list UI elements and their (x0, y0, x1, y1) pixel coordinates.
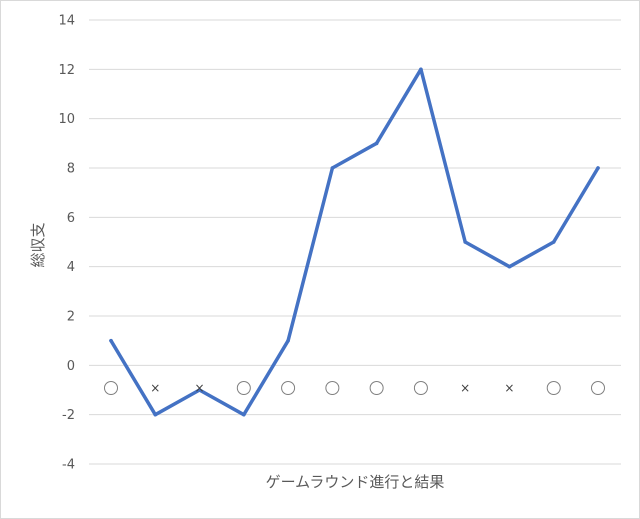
y-tick-label: 14 (58, 14, 75, 29)
y-tick-label: 6 (67, 211, 75, 226)
loss-marker: × (504, 381, 514, 395)
win-marker (369, 381, 384, 395)
loss-marker: × (195, 381, 205, 395)
round-result-markers: × × × × (104, 381, 605, 395)
data-point (551, 240, 556, 244)
y-axis-title: 総収支 (29, 222, 47, 267)
data-point (242, 412, 246, 417)
win-marker (104, 381, 118, 395)
data-point (374, 141, 379, 146)
win-marker (281, 381, 296, 395)
y-tick-label: 8 (67, 162, 75, 177)
data-point (153, 412, 158, 417)
win-marker (413, 381, 428, 395)
y-tick-label: 12 (58, 63, 75, 78)
data-point (419, 67, 423, 72)
win-marker (325, 381, 340, 395)
data-point (197, 388, 202, 392)
data-point (330, 166, 335, 170)
loss-marker: × (150, 381, 160, 395)
y-axis-tick-labels: -4 -2 0 2 4 6 8 10 12 14 (58, 14, 75, 473)
data-point (507, 264, 512, 269)
win-marker (546, 381, 561, 395)
y-tick-label: -2 (62, 408, 75, 423)
data-point (109, 338, 113, 343)
series-line (109, 67, 600, 417)
data-point (463, 240, 467, 244)
y-tick-label: -4 (62, 458, 75, 473)
data-point (596, 166, 600, 170)
series-layer (109, 67, 600, 417)
win-marker (591, 381, 605, 395)
y-tick-label: 10 (58, 112, 75, 127)
win-marker (236, 381, 251, 395)
y-tick-label: 2 (67, 310, 75, 325)
data-point (286, 338, 290, 343)
gridlines (89, 19, 621, 465)
y-tick-label: 0 (67, 359, 75, 374)
loss-marker: × (460, 381, 470, 395)
y-tick-label: 4 (67, 260, 75, 275)
x-axis-title: ゲームラウンド進行と結果 (266, 473, 445, 491)
